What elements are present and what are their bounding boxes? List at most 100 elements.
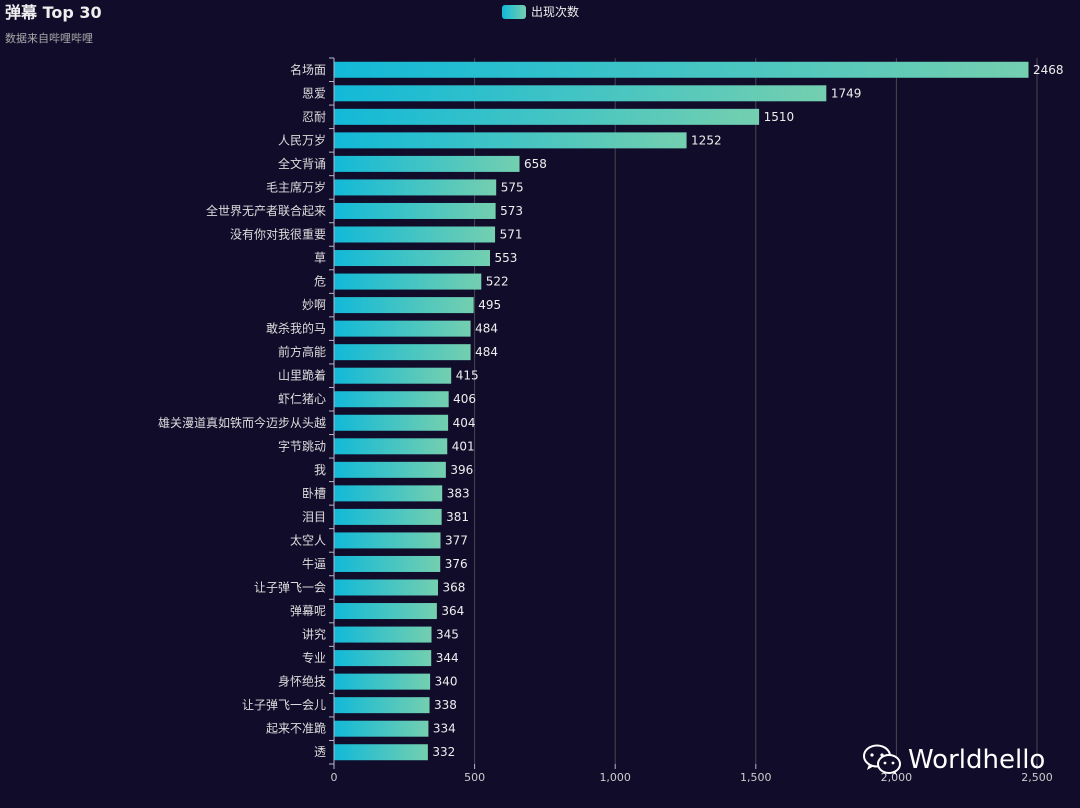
bar[interactable] xyxy=(334,320,471,337)
value-label: 573 xyxy=(500,204,523,218)
value-label: 377 xyxy=(445,533,468,547)
legend-label[interactable]: 出现次数 xyxy=(531,4,579,19)
value-label: 345 xyxy=(436,628,459,642)
category-label: 泪目 xyxy=(302,510,326,524)
bar[interactable] xyxy=(334,250,491,267)
category-label: 忍耐 xyxy=(302,110,326,124)
category-label: 我 xyxy=(314,463,326,477)
category-label: 草 xyxy=(314,251,326,265)
watermark: Worldhello xyxy=(862,744,1045,776)
bar[interactable] xyxy=(334,108,760,125)
bar[interactable] xyxy=(334,226,496,243)
category-label: 卧槽 xyxy=(302,486,326,500)
value-label: 364 xyxy=(441,604,464,618)
chart-subtitle: 数据来自哔哩哔哩 xyxy=(5,31,93,45)
category-label: 全文背诵 xyxy=(278,156,326,171)
category-label: 恩爱 xyxy=(302,86,326,100)
category-label: 前方高能 xyxy=(278,344,326,359)
value-label: 344 xyxy=(436,651,459,665)
x-tick-label: 0 xyxy=(331,771,338,784)
value-label: 376 xyxy=(445,557,468,571)
value-label: 1749 xyxy=(831,86,862,100)
category-label: 名场面 xyxy=(290,62,326,77)
axes: 0 500 1,000 1,500 2,000 2,500 名场面恩爱忍耐人民万岁全文背诵毛… xyxy=(158,57,1053,784)
value-label: 553 xyxy=(495,251,518,265)
category-label: 牛逼 xyxy=(302,556,326,571)
value-label: 332 xyxy=(432,745,455,759)
bar[interactable] xyxy=(334,273,482,290)
value-label: 381 xyxy=(446,510,469,524)
x-tick-label: 500 xyxy=(464,771,485,784)
value-label: 1252 xyxy=(691,133,722,147)
legend-swatch[interactable] xyxy=(502,5,526,19)
x-tick-label: 1,000 xyxy=(599,771,631,784)
category-label: 山里跪着 xyxy=(278,368,326,383)
bar[interactable] xyxy=(334,579,438,596)
bar[interactable] xyxy=(334,61,1029,78)
bar[interactable] xyxy=(334,155,520,172)
bar[interactable] xyxy=(334,132,687,149)
bar[interactable] xyxy=(334,179,497,196)
category-label: 字节跳动 xyxy=(278,438,326,453)
value-label: 658 xyxy=(524,157,547,171)
category-label: 太空人 xyxy=(290,532,326,547)
value-label: 415 xyxy=(456,369,479,383)
category-label: 弹幕呢 xyxy=(290,604,326,618)
value-label: 401 xyxy=(452,439,475,453)
bar[interactable] xyxy=(334,344,471,361)
bar[interactable] xyxy=(334,603,437,620)
category-label: 敢杀我的马 xyxy=(266,321,326,336)
bar[interactable] xyxy=(334,438,448,455)
value-label: 484 xyxy=(475,322,498,336)
bar[interactable] xyxy=(334,626,432,643)
bar[interactable] xyxy=(334,461,446,478)
value-label: 396 xyxy=(450,463,473,477)
bar[interactable] xyxy=(334,744,428,761)
value-label: 571 xyxy=(500,228,523,242)
bar[interactable] xyxy=(334,673,431,690)
bar[interactable] xyxy=(334,720,429,737)
x-tick-label: 2,000 xyxy=(881,771,913,784)
value-label: 383 xyxy=(447,486,470,500)
category-label: 身怀绝技 xyxy=(278,674,326,689)
value-label: 495 xyxy=(478,298,501,312)
legend[interactable]: 出现次数 xyxy=(502,4,579,19)
value-label: 368 xyxy=(442,581,465,595)
value-label: 340 xyxy=(435,675,458,689)
bar[interactable] xyxy=(334,85,827,102)
category-label: 妙啊 xyxy=(302,298,326,312)
category-label: 没有你对我很重要 xyxy=(230,227,326,242)
bar[interactable] xyxy=(334,508,442,525)
bar[interactable] xyxy=(334,367,452,384)
bar[interactable] xyxy=(334,555,441,572)
category-label: 让子弹飞一会儿 xyxy=(242,698,326,712)
x-tick-label: 1,500 xyxy=(740,771,772,784)
value-label: 575 xyxy=(501,180,524,194)
bar[interactable] xyxy=(334,697,430,714)
watermark-text: Worldhello xyxy=(908,745,1046,775)
value-label: 522 xyxy=(486,275,509,289)
category-label: 全世界无产者联合起来 xyxy=(206,203,326,218)
category-label: 危 xyxy=(314,275,326,289)
category-label: 让子弹飞一会 xyxy=(254,581,326,595)
wechat-icon xyxy=(863,744,901,775)
bar[interactable] xyxy=(334,414,449,431)
category-label: 专业 xyxy=(302,650,326,665)
value-label: 338 xyxy=(434,698,457,712)
bar[interactable] xyxy=(334,650,432,667)
value-label: 2468 xyxy=(1033,63,1064,77)
category-label: 雄关漫道真如铁而今迈步从头越 xyxy=(158,415,326,430)
bar[interactable] xyxy=(334,485,443,502)
category-label: 透 xyxy=(314,745,326,759)
chart-title: 弹幕 Top 30 xyxy=(5,3,102,22)
value-label: 406 xyxy=(453,392,476,406)
bar[interactable] xyxy=(334,532,441,549)
category-label: 毛主席万岁 xyxy=(266,179,326,194)
category-label: 虾仁猪心 xyxy=(278,392,326,406)
bar[interactable] xyxy=(334,391,449,408)
bar[interactable] xyxy=(334,202,496,219)
value-label: 484 xyxy=(475,345,498,359)
bar[interactable] xyxy=(334,297,474,314)
